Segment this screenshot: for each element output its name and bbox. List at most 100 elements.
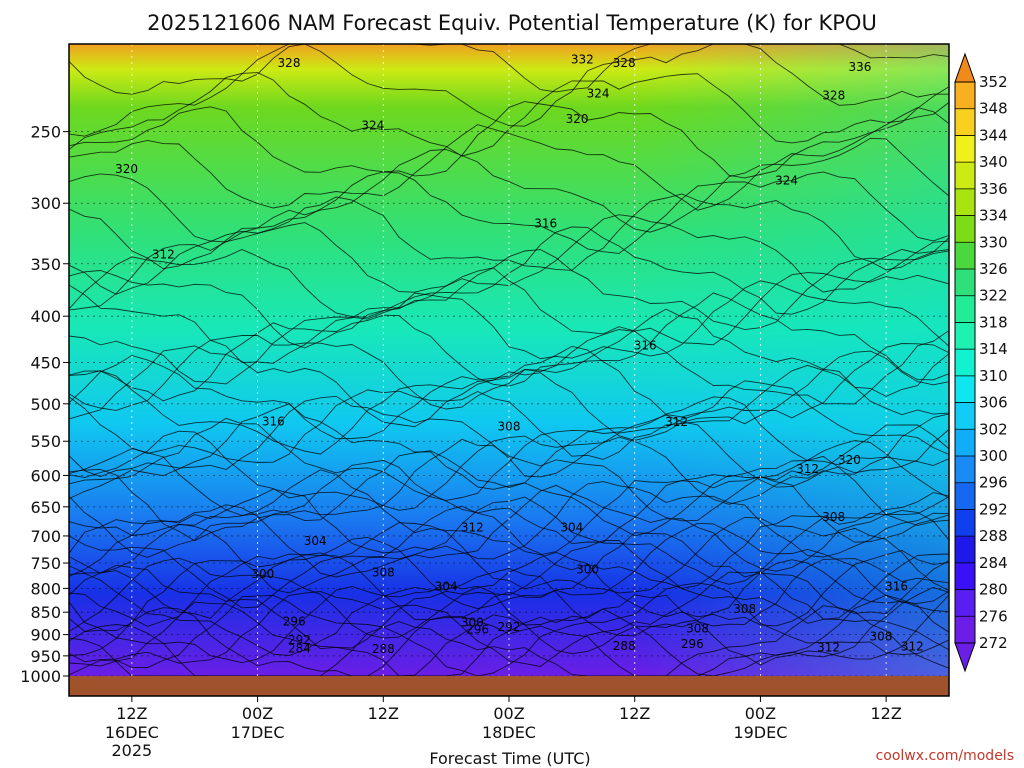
colorbar-label: 296 xyxy=(979,474,1008,492)
contour-label: 324 xyxy=(775,173,798,187)
credit-text: coolwx.com/models xyxy=(876,748,1014,764)
contour-line xyxy=(69,582,949,676)
contour-line xyxy=(69,516,949,619)
contour-label: 308 xyxy=(498,420,521,434)
colorbar-swatch xyxy=(955,536,975,564)
colorbar-swatch xyxy=(955,82,975,110)
x-tick-date: 17DEC xyxy=(231,723,285,742)
colorbar-swatch xyxy=(955,562,975,591)
contour-line xyxy=(69,308,949,411)
contour-line xyxy=(69,171,949,270)
contour-label: 316 xyxy=(885,579,908,593)
contour-lines xyxy=(69,44,949,676)
x-tick-label: 00Z xyxy=(745,704,776,723)
colorbar-swatch xyxy=(955,135,975,163)
contour-label: 312 xyxy=(901,640,924,654)
contour-line xyxy=(69,594,949,676)
contour-label: 336 xyxy=(848,60,871,74)
y-tick-label: 250 xyxy=(30,123,61,142)
contour-line xyxy=(69,586,949,676)
y-tick-label: 900 xyxy=(30,626,61,645)
field-tint xyxy=(69,44,949,676)
contour-label: 284 xyxy=(288,641,311,655)
contour-line xyxy=(69,350,949,455)
contour-label: 296 xyxy=(283,614,306,628)
contour-line xyxy=(69,424,949,522)
x-tick-year: 2025 xyxy=(111,741,152,760)
contour-label: 312 xyxy=(461,520,484,534)
contour-label: 312 xyxy=(796,462,819,476)
chart-title: 2025121606 NAM Forecast Equiv. Potential… xyxy=(147,11,877,35)
contour-label: 320 xyxy=(566,112,589,126)
contour-line xyxy=(69,44,949,95)
grid-lines xyxy=(69,44,949,676)
colorbar-max-arrow xyxy=(954,52,976,83)
x-tick-label: 12Z xyxy=(368,704,399,723)
x-tick-label: 12Z xyxy=(116,704,147,723)
contour-line xyxy=(69,540,949,639)
contour-line xyxy=(69,440,949,542)
contour-label: 316 xyxy=(634,338,657,352)
colorbar-label: 314 xyxy=(979,340,1008,358)
contour-label: 308 xyxy=(869,629,892,643)
colorbar-swatch xyxy=(955,589,975,617)
colorbar-swatch xyxy=(955,162,975,190)
contour-line xyxy=(69,107,949,211)
colorbar-label: 272 xyxy=(979,634,1008,652)
contour-label: 316 xyxy=(534,217,557,231)
colorbar-swatch xyxy=(955,429,975,457)
contour-line xyxy=(69,532,949,633)
contour-label: 324 xyxy=(361,118,384,132)
y-tick-label: 1000 xyxy=(20,667,61,686)
contour-label: 292 xyxy=(498,620,521,634)
colorbar-label: 344 xyxy=(979,126,1008,144)
colorbar-label: 326 xyxy=(979,260,1008,278)
y-axis-ticks: 250 300 350 400 450 500 550 600 650 700 750 800 850 9… xyxy=(20,123,69,686)
contour-line xyxy=(69,329,949,428)
contour-label: 288 xyxy=(613,639,636,653)
contour-label: 308 xyxy=(733,602,756,616)
colorbar-swatch xyxy=(955,456,975,484)
contour-label: 332 xyxy=(571,52,594,66)
contour-label: 292 xyxy=(288,633,311,647)
y-tick-label: 300 xyxy=(30,194,61,213)
colorbar-swatch xyxy=(955,215,975,243)
x-tick-label: 00Z xyxy=(493,704,524,723)
colorbar-swatch xyxy=(955,295,975,323)
colorbar-swatch xyxy=(955,375,975,404)
colorbar-label: 302 xyxy=(979,420,1008,438)
y-tick-label: 350 xyxy=(30,255,61,274)
colorbar-label: 310 xyxy=(979,367,1008,385)
colorbar-label: 336 xyxy=(979,180,1008,198)
colorbar-swatch xyxy=(955,509,975,537)
contour-line xyxy=(69,364,949,463)
contour-label: 320 xyxy=(115,162,138,176)
y-tick-label: 750 xyxy=(30,554,61,573)
contour-line xyxy=(69,413,949,511)
colorbar: 272 276 280 284 288 292 296 300 302 306 310 314 318 3… xyxy=(954,52,1008,673)
contour-label: 308 xyxy=(822,510,845,524)
colorbar-label: 280 xyxy=(979,581,1008,599)
y-tick-label: 500 xyxy=(30,395,61,414)
colorbar-label: 352 xyxy=(979,73,1008,91)
contour-line xyxy=(69,414,949,501)
contour-line xyxy=(69,481,949,577)
x-tick-label: 12Z xyxy=(870,704,901,723)
contour-label: 288 xyxy=(372,642,395,656)
contour-label: 296 xyxy=(466,622,489,636)
y-tick-label: 700 xyxy=(30,527,61,546)
colorbar-label: 348 xyxy=(979,100,1008,118)
colorbar-label: 288 xyxy=(979,527,1008,545)
contour-line xyxy=(69,280,949,385)
contour-label: 324 xyxy=(587,87,610,101)
contour-label: 304 xyxy=(304,534,327,548)
contour-label: 308 xyxy=(686,621,709,635)
x-tick-date: 19DEC xyxy=(733,723,787,742)
y-tick-label: 400 xyxy=(30,307,61,326)
x-tick-date: 18DEC xyxy=(482,723,536,742)
plot-area xyxy=(69,44,949,676)
y-tick-label: 450 xyxy=(30,353,61,372)
contour-label: 312 xyxy=(665,415,688,429)
contour-line xyxy=(69,559,949,664)
